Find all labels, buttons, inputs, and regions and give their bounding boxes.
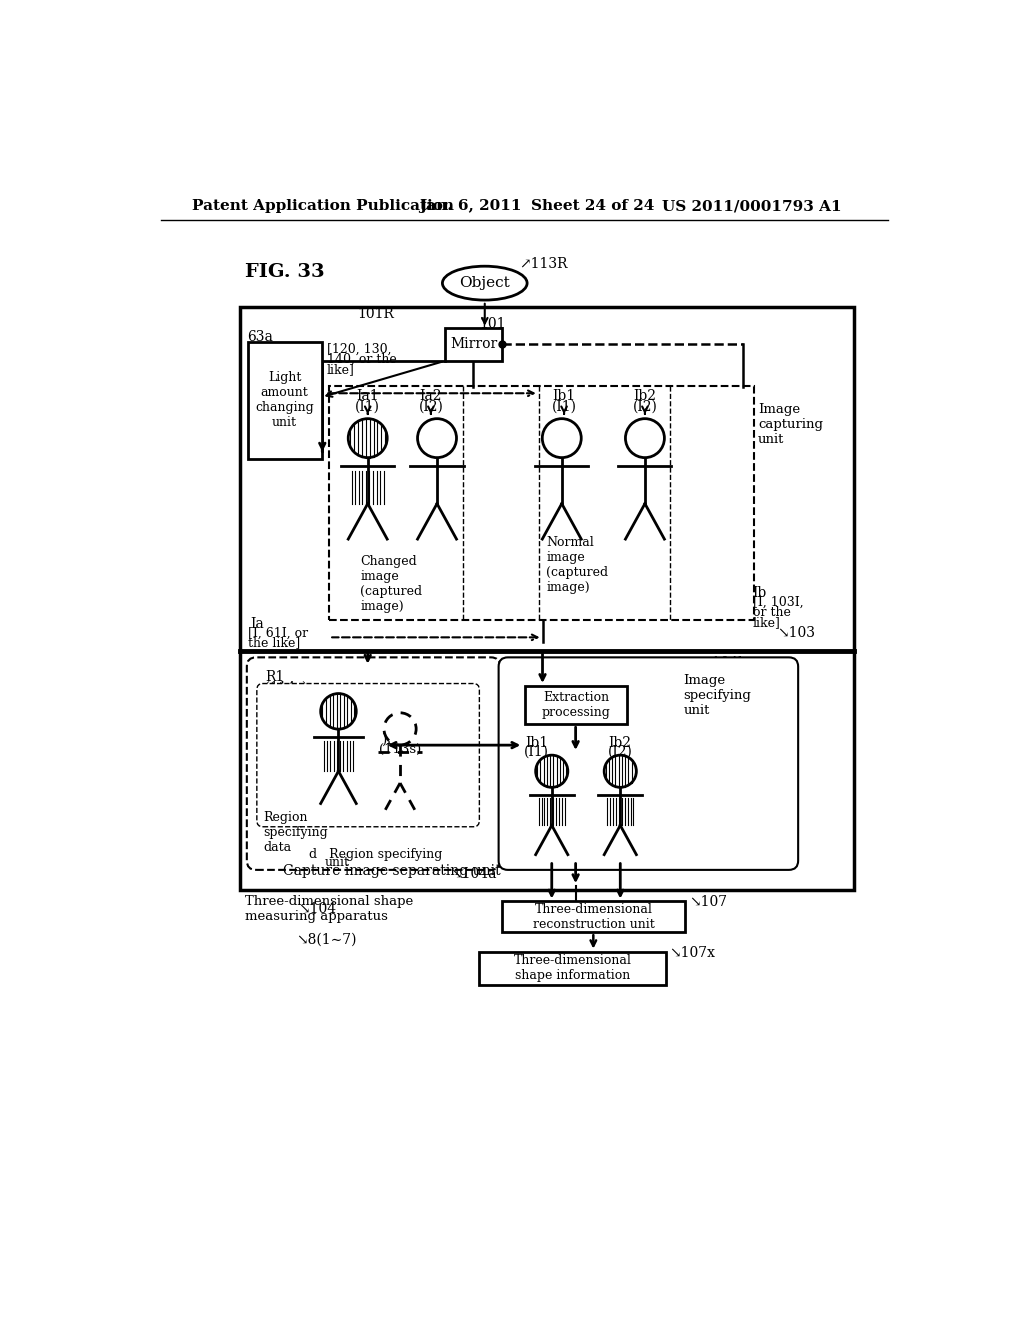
- Text: Extraction
processing: Extraction processing: [542, 692, 610, 719]
- Circle shape: [536, 755, 568, 787]
- Text: Three-dimensional
reconstruction unit: Three-dimensional reconstruction unit: [532, 903, 654, 931]
- Circle shape: [418, 418, 457, 458]
- Text: ↘104: ↘104: [298, 902, 337, 916]
- Text: Sheet 24 of 24: Sheet 24 of 24: [531, 199, 654, 213]
- Text: [I, 61I, or: [I, 61I, or: [248, 627, 308, 640]
- Text: Three-dimensional
shape information: Three-dimensional shape information: [514, 954, 632, 982]
- Text: the like]: the like]: [248, 636, 300, 649]
- Ellipse shape: [442, 267, 527, 300]
- Text: Object: Object: [460, 276, 510, 290]
- Text: like]: like]: [753, 615, 780, 628]
- Text: ↗113R: ↗113R: [518, 257, 567, 271]
- Text: US 2011/0001793 A1: US 2011/0001793 A1: [662, 199, 842, 213]
- Text: Light
amount
changing
unit: Light amount changing unit: [255, 371, 314, 429]
- Text: Changed
image
(captured
image): Changed image (captured image): [360, 554, 422, 612]
- Circle shape: [604, 755, 636, 787]
- Text: [120, 130,: [120, 130,: [327, 343, 391, 356]
- Text: [I, 103I,: [I, 103I,: [753, 595, 804, 609]
- Text: (I1): (I1): [355, 400, 380, 413]
- Text: ↘103: ↘103: [777, 626, 815, 640]
- Text: Capture image separating unit: Capture image separating unit: [283, 865, 501, 879]
- Text: ↘104a: ↘104a: [451, 867, 497, 882]
- Text: like]: like]: [327, 363, 354, 376]
- Bar: [479, 952, 666, 985]
- Text: ↘107x: ↘107x: [670, 946, 716, 960]
- Bar: [503, 902, 685, 932]
- Text: ↘107: ↘107: [689, 895, 727, 909]
- Text: Normal
image
(captured
image): Normal image (captured image): [547, 536, 608, 594]
- Text: Mirror: Mirror: [450, 338, 498, 351]
- Text: d   Region specifying: d Region specifying: [309, 847, 442, 861]
- Text: Ib2: Ib2: [609, 737, 632, 750]
- Text: Ib1: Ib1: [553, 389, 575, 404]
- Text: FIG. 33: FIG. 33: [245, 264, 325, 281]
- Circle shape: [321, 693, 356, 729]
- Text: R1: R1: [265, 671, 285, 685]
- FancyBboxPatch shape: [257, 684, 479, 826]
- Text: Ia1: Ia1: [356, 389, 379, 404]
- Text: Ia2: Ia2: [420, 389, 442, 404]
- Text: (113s): (113s): [379, 743, 421, 756]
- Text: unit: unit: [325, 857, 349, 869]
- Circle shape: [384, 713, 416, 744]
- Text: (114s): (114s): [265, 681, 307, 693]
- Text: Three-dimensional shape
measuring apparatus: Three-dimensional shape measuring appara…: [245, 895, 413, 923]
- Text: Patent Application Publication: Patent Application Publication: [193, 199, 455, 213]
- Text: 101R: 101R: [357, 308, 394, 321]
- Text: (I2): (I2): [608, 744, 633, 759]
- Text: Image
specifying
unit: Image specifying unit: [683, 675, 752, 717]
- Text: (I2): (I2): [419, 400, 443, 413]
- Text: (I2): (I2): [633, 400, 657, 413]
- Text: Image
capturing
unit: Image capturing unit: [758, 403, 823, 446]
- Bar: [248, 342, 322, 459]
- Text: or the: or the: [753, 606, 791, 619]
- Text: ↘104b: ↘104b: [700, 656, 748, 669]
- Text: 63a: 63a: [248, 330, 273, 345]
- Bar: [444, 327, 503, 360]
- FancyBboxPatch shape: [247, 657, 500, 870]
- Circle shape: [543, 418, 582, 458]
- Bar: [524, 686, 628, 725]
- Text: Region
specifying
data: Region specifying data: [263, 812, 328, 854]
- Text: 140, or the: 140, or the: [327, 354, 396, 366]
- Text: Ib2: Ib2: [634, 389, 656, 404]
- Text: )R2: )R2: [381, 733, 406, 747]
- FancyBboxPatch shape: [499, 657, 798, 870]
- Text: ↘8(1∼7): ↘8(1∼7): [296, 933, 356, 946]
- Text: 101: 101: [479, 317, 506, 331]
- Circle shape: [626, 418, 665, 458]
- Text: Ib: Ib: [753, 586, 767, 599]
- Bar: [330, 385, 755, 620]
- Text: (I1): (I1): [524, 744, 549, 759]
- Text: Ib1: Ib1: [524, 737, 548, 750]
- Circle shape: [348, 418, 387, 458]
- Text: Ia: Ia: [250, 616, 263, 631]
- Bar: [240, 308, 854, 890]
- Text: (I1): (I1): [552, 400, 577, 413]
- Text: Jan. 6, 2011: Jan. 6, 2011: [419, 199, 522, 213]
